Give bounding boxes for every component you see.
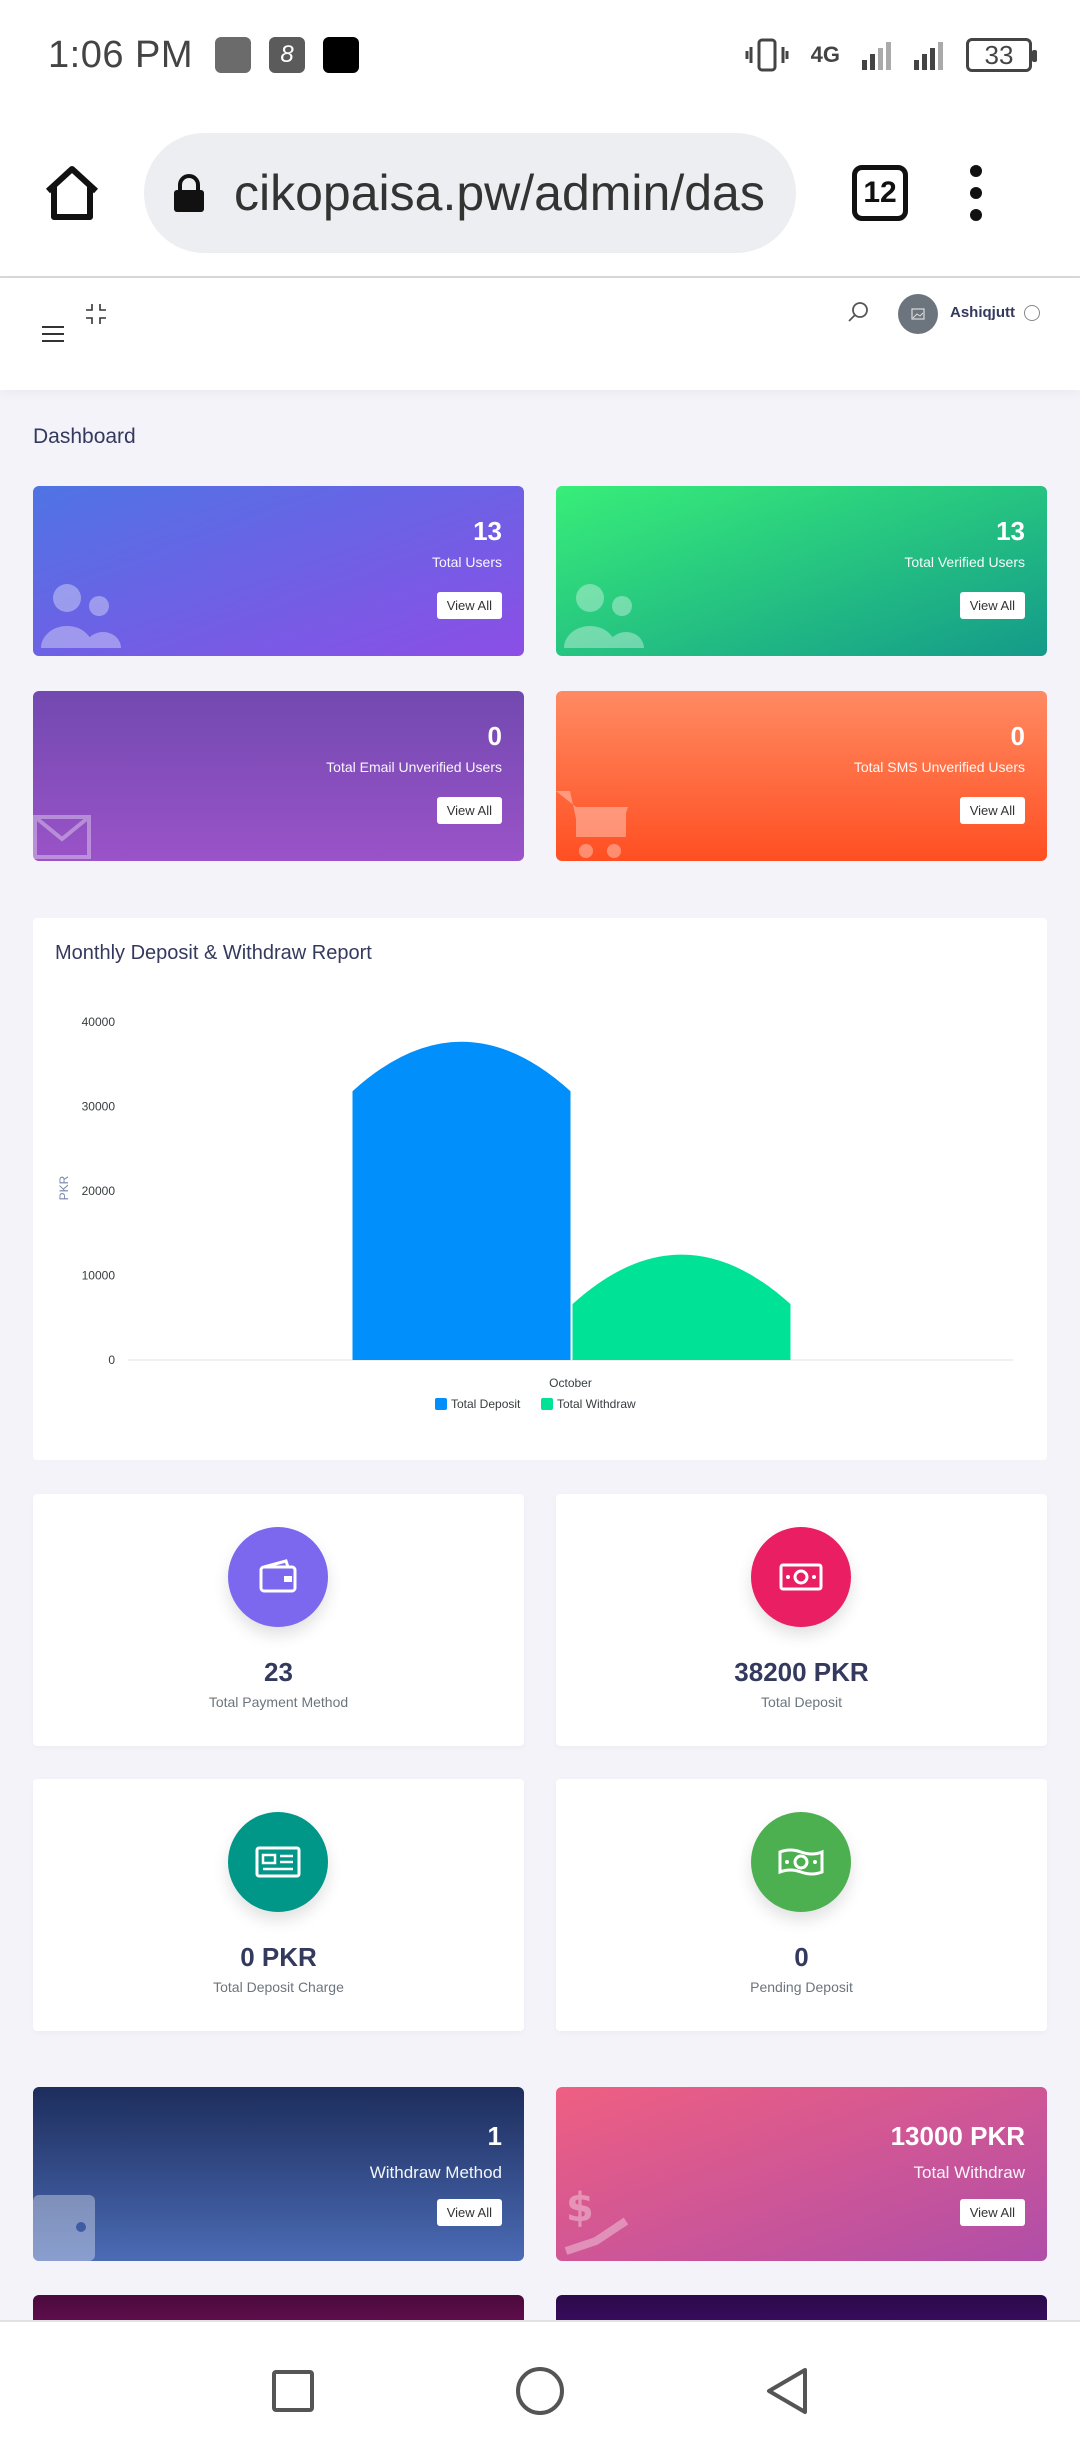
total-verified-users-card: 13 Total Verified Users View All [556,486,1047,656]
vibrate-icon [745,38,789,72]
fullscreen-exit-icon[interactable] [84,302,108,326]
y-tick-label: 20000 [82,1184,116,1198]
address-bar[interactable]: cikopaisa.pw/admin/das [144,133,796,253]
stat-value: 23 [264,1657,293,1687]
envelope-icon [33,815,91,859]
stat-value: 1 [487,2121,502,2151]
sms-unverified-users-card: 0 Total SMS Unverified Users View All [556,691,1047,861]
stat-value: 0 [1010,721,1025,751]
money-icon [778,1848,824,1876]
stat-label: Total SMS Unverified Users [853,759,1025,775]
stat-value: 38200 PKR [734,1657,869,1687]
avatar-image-icon [911,308,925,320]
legend-label: Total Withdraw [557,1397,636,1411]
legend-swatch [541,1398,553,1410]
system-navigation-bar [0,2320,1080,2460]
stat-value: 13 [473,516,502,546]
bar-total-withdraw [572,1254,791,1360]
signal-icon [914,42,943,70]
stat-label: Total Deposit Charge [213,1979,344,1995]
recent-apps-icon[interactable] [271,2369,315,2413]
battery-level: 33 [984,39,1014,70]
svg-text:$: $ [566,2185,594,2231]
y-tick-label: 0 [108,1353,115,1367]
stat-value: 13 [996,516,1025,546]
x-tick-label: October [549,1376,592,1390]
stat-label: Pending Deposit [750,1979,853,1995]
cart-icon [556,791,628,858]
pending-deposit-card[interactable]: 0 Pending Deposit [556,1779,1047,2031]
withdraw-method-card: 1 Withdraw Method View All [33,2087,524,2261]
search-icon[interactable] [846,300,870,324]
browser-toolbar: cikopaisa.pw/admin/das 12 [0,110,1080,278]
stat-value: 0 [487,721,502,751]
tab-switcher-button[interactable]: 12 [852,165,908,221]
url-text: cikopaisa.pw/admin/das [234,165,765,221]
app-notification-icon [215,37,252,73]
tab-count: 12 [863,176,897,209]
chart-title: Monthly Deposit & Withdraw Report [55,942,372,964]
menu-toggle-icon[interactable] [42,326,64,347]
wallet-icon [259,1559,297,1593]
deposit-withdraw-chart-card: Monthly Deposit & Withdraw Report 0 10000… [33,918,1047,1460]
users-icon [41,584,121,648]
stat-label: Total Deposit [761,1694,842,1710]
status-bar: 1:06 PM 8 4G 33 [0,0,1080,110]
view-all-button[interactable]: View All [436,2199,502,2226]
stat-label: Total Withdraw [913,2163,1025,2182]
page-title: Dashboard [33,425,136,448]
stat-label: Withdraw Method [369,2163,502,2182]
view-all-button[interactable]: View All [959,2199,1025,2226]
clock: 1:06 PM [48,33,194,76]
y-tick-label: 10000 [82,1269,116,1283]
username[interactable]: Ashiqjutt [950,304,1015,321]
email-unverified-users-card: 0 Total Email Unverified Users View All [33,691,524,861]
card-icon [255,1846,301,1878]
y-tick-label: 30000 [82,1100,116,1114]
stat-label: Total Users [431,554,502,570]
deposit-withdraw-chart: 0 10000 20000 30000 40000 PKR October Total Dep… [57,1015,1013,1411]
view-all-button[interactable]: View All [436,797,502,824]
chevron-down-icon[interactable] [1024,305,1040,321]
app-notification-icon [323,37,360,73]
lock-icon [174,174,204,212]
dollar-hand-icon: $ [564,2185,629,2255]
total-users-card: 13 Total Users View All [33,486,524,656]
avatar[interactable] [898,294,938,334]
wallet-icon [33,2195,95,2261]
app-notification-icon: 8 [269,37,306,73]
view-all-button[interactable]: View All [959,592,1025,619]
stat-value: 0 [794,1942,809,1972]
view-all-button[interactable]: View All [959,797,1025,824]
total-deposit-card[interactable]: 38200 PKR Total Deposit [556,1494,1047,1746]
bar-total-deposit [352,1041,571,1360]
legend-label: Total Deposit [451,1397,521,1411]
stat-label: Total Email Unverified Users [326,759,502,775]
y-tick-label: 40000 [82,1015,116,1029]
stat-label: Total Verified Users [904,554,1025,570]
home-icon[interactable] [40,161,104,225]
stat-icon-circle [751,1812,851,1912]
admin-header: Ashiqjutt [0,278,1080,390]
money-icon [779,1563,823,1591]
browser-menu-button[interactable] [970,165,982,221]
total-deposit-charge-card[interactable]: 0 PKR Total Deposit Charge [33,1779,524,2031]
network-type: 4G [810,42,840,67]
view-all-button[interactable]: View All [436,592,502,619]
stat-icon-circle [228,1812,328,1912]
users-icon [564,584,644,648]
battery-icon: 33 [966,38,1037,72]
total-payment-method-card[interactable]: 23 Total Payment Method [33,1494,524,1746]
stat-label: Total Payment Method [208,1694,349,1710]
signal-icon [862,42,891,70]
stat-icon-circle [228,1527,328,1627]
stat-value: 0 PKR [240,1942,317,1972]
y-axis-label: PKR [57,1175,71,1200]
legend-swatch [435,1398,447,1410]
stat-value: 13000 PKR [890,2121,1025,2151]
home-circle-icon[interactable] [515,2366,565,2416]
total-withdraw-card: $ 13000 PKR Total Withdraw View All [556,2087,1047,2261]
back-icon[interactable] [765,2366,809,2416]
stat-icon-circle [751,1527,851,1627]
